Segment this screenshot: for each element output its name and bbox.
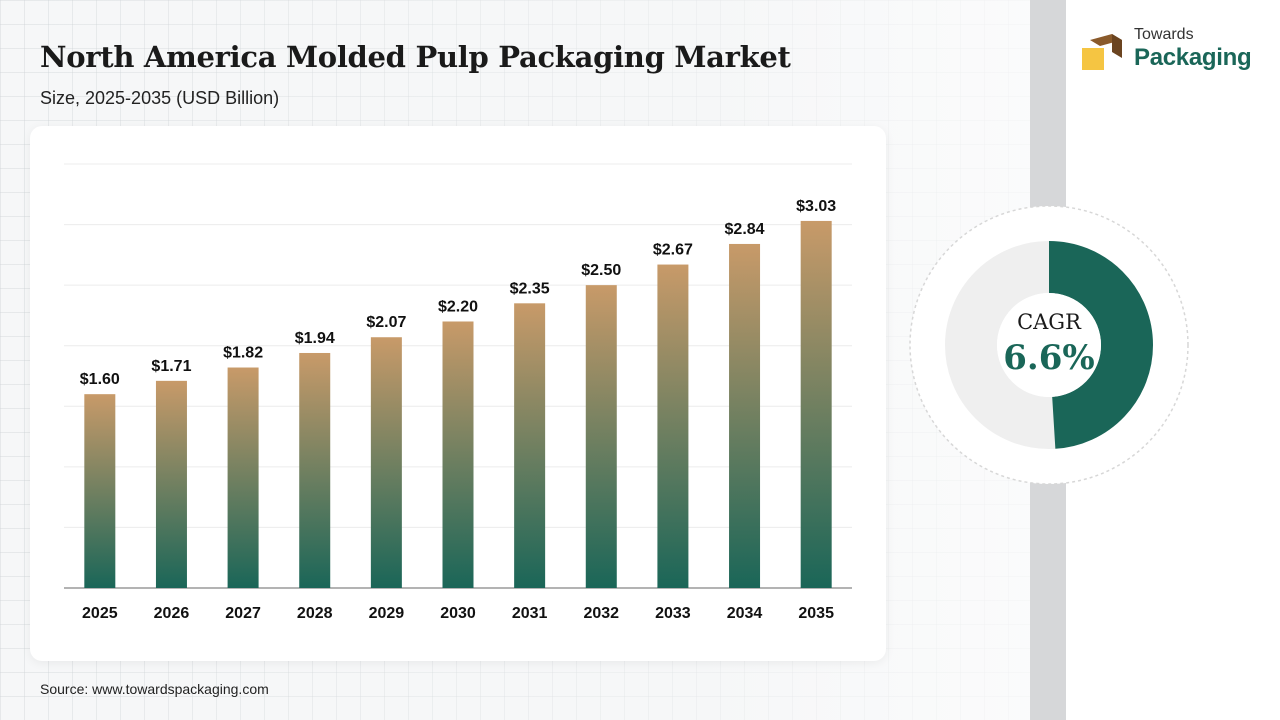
- x-tick-label-2029: 2029: [369, 605, 405, 622]
- donut-hole: [997, 293, 1101, 397]
- data-label-2026: $1.71: [151, 358, 191, 375]
- x-tick-label-2027: 2027: [225, 605, 261, 622]
- x-tick-label-2030: 2030: [440, 605, 476, 622]
- page-subtitle: Size, 2025-2035 (USD Billion): [40, 88, 280, 108]
- bar-2032: [585, 285, 617, 588]
- x-tick-label-2034: 2034: [727, 605, 763, 622]
- x-tick-label-2026: 2026: [154, 605, 190, 622]
- donut-progress-arc: [945, 241, 1153, 449]
- logo-line-1: Towards: [1134, 26, 1194, 43]
- cagr-label: CAGR: [1017, 310, 1081, 334]
- bar-2031: [514, 303, 546, 588]
- logo-line-2: Packaging: [1134, 44, 1252, 71]
- bar-2034: [729, 243, 761, 588]
- data-label-2029: $2.07: [366, 314, 406, 331]
- data-label-2034: $2.84: [725, 221, 765, 238]
- x-tick-label-2032: 2032: [583, 605, 619, 622]
- data-label-2030: $2.20: [438, 298, 478, 315]
- data-label-2031: $2.35: [510, 280, 550, 297]
- data-label-2035: $3.03: [796, 198, 836, 215]
- bar-2028: [299, 352, 331, 588]
- data-label-2033: $2.67: [653, 242, 693, 259]
- x-tick-label-2028: 2028: [297, 605, 333, 622]
- data-label-2032: $2.50: [581, 262, 621, 279]
- bar-2027: [227, 367, 259, 588]
- bar-2025: [84, 394, 116, 588]
- cagr-donut: CAGR 6.6%: [908, 204, 1190, 486]
- bar-2030: [442, 321, 474, 588]
- bar-2035: [800, 220, 832, 588]
- x-tick-label-2035: 2035: [798, 605, 834, 622]
- chart-card: $1.60 2025 $1.71 2026 $1.82 2027 $1.94 2028 $2.0…: [30, 126, 886, 661]
- x-tick-label-2025: 2025: [82, 605, 118, 622]
- data-label-2027: $1.82: [223, 345, 263, 362]
- source-note: Source: www.towardspackaging.com: [40, 681, 269, 697]
- page-title: North America Molded Pulp Packaging Mark…: [40, 40, 791, 74]
- bar-chart: $1.60 2025 $1.71 2026 $1.82 2027 $1.94 2028 $2.0…: [64, 163, 852, 622]
- x-tick-label-2033: 2033: [655, 605, 691, 622]
- data-label-2028: $1.94: [295, 330, 335, 347]
- bar-2026: [155, 380, 187, 588]
- x-tick-label-2031: 2031: [512, 605, 548, 622]
- brand-logo: Towards Packaging: [1082, 26, 1262, 76]
- bar-2029: [370, 337, 402, 588]
- cagr-value: 6.6%: [1003, 338, 1095, 378]
- bar-2033: [657, 264, 689, 588]
- data-label-2025: $1.60: [80, 371, 120, 388]
- box-logo-icon: [1082, 34, 1122, 70]
